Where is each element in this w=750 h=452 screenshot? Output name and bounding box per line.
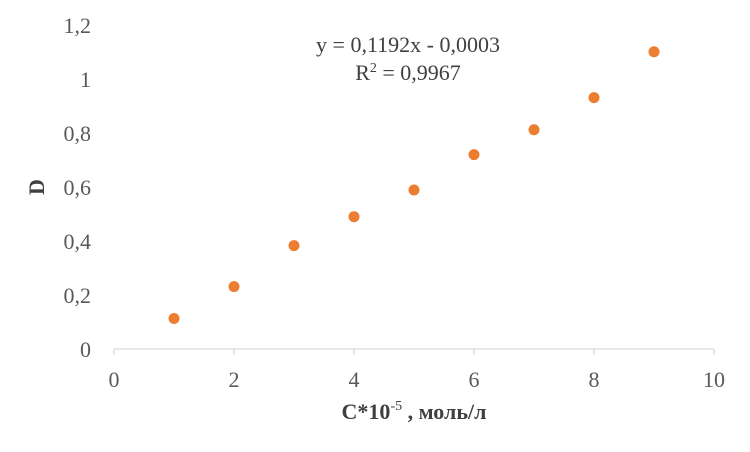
data-points [168,46,660,324]
x-tick-label: 10 [703,367,725,392]
axes [113,348,715,355]
x-tick-label: 6 [469,367,480,392]
x-axis-title-superscript: -5 [390,399,402,414]
data-point [648,46,660,58]
data-point [288,240,300,252]
y-tick-label: 1,2 [64,13,92,38]
r-squared-label: R2 = 0,9967 [355,60,461,85]
r-squared-letter: R [355,60,370,85]
x-tick-label: 2 [229,367,240,392]
r-squared-superscript: 2 [370,61,377,76]
y-tick-label: 0,2 [64,283,92,308]
trendline-annotation: y = 0,1192x - 0,0003 R2 = 0,9967 [316,32,500,85]
x-tick-label: 4 [349,367,360,392]
x-axis-title-main: C*10 [342,399,391,424]
data-point [408,184,420,196]
x-axis-title: C*10-5 , моль/л [342,399,487,424]
data-point [228,281,240,293]
y-tick-labels: 0 0,2 0,4 0,6 0,8 1 1,2 [64,13,92,362]
y-tick-label: 0,4 [64,229,92,254]
data-point [348,211,360,223]
y-tick-label: 0,6 [64,175,92,200]
data-point [528,124,540,136]
y-tick-label: 0 [80,337,91,362]
y-tick-label: 1 [80,67,91,92]
trendline-equation: y = 0,1192x - 0,0003 [316,32,500,57]
x-tick-labels: 0 2 4 6 8 10 [109,367,726,392]
y-tick-label: 0,8 [64,121,92,146]
x-tick-label: 8 [589,367,600,392]
x-tick-label: 0 [109,367,120,392]
x-tick-marks [113,349,715,355]
data-point [588,92,600,104]
y-axis-title: D [24,179,49,195]
data-point [468,149,480,161]
x-axis-title-units: , моль/л [402,399,486,424]
r-squared-value: = 0,9967 [377,60,461,85]
data-point [168,312,180,324]
